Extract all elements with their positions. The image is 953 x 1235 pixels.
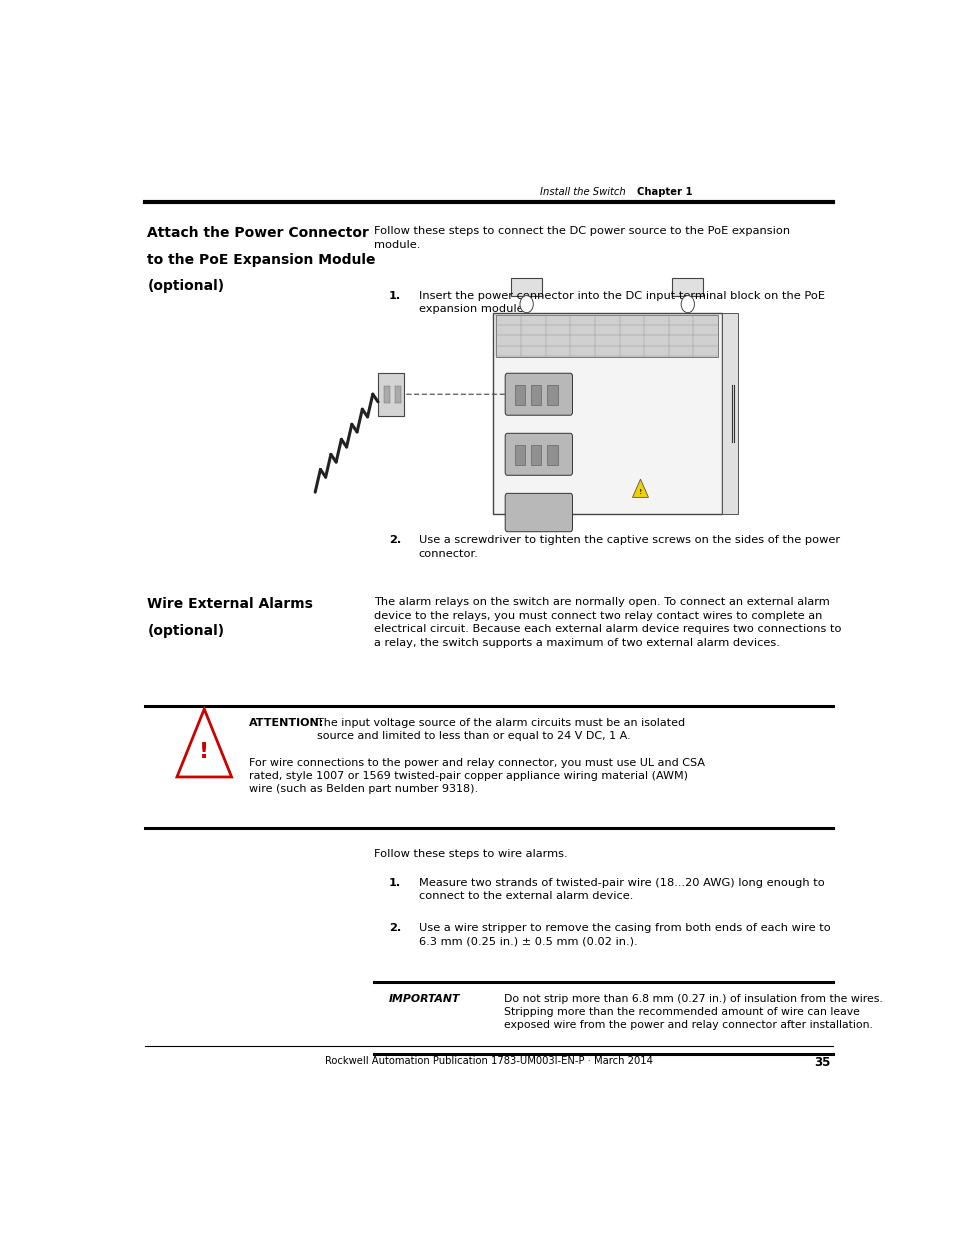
Bar (547, 446, 558, 466)
Text: Use a screwdriver to tighten the captive screws on the sides of the power
connec: Use a screwdriver to tighten the captive… (418, 535, 839, 558)
Bar (383, 385, 390, 403)
Bar (515, 446, 524, 466)
Text: The input voltage source of the alarm circuits must be an isolated
source and li: The input voltage source of the alarm ci… (316, 718, 684, 741)
Text: Chapter 1: Chapter 1 (637, 186, 692, 196)
Polygon shape (632, 479, 648, 498)
Bar (511, 278, 541, 295)
Text: For wire connections to the power and relay connector, you must use UL and CSA
r: For wire connections to the power and re… (249, 758, 704, 794)
Bar (531, 446, 541, 466)
Text: IMPORTANT: IMPORTANT (389, 994, 460, 1004)
Text: Follow these steps to connect the DC power source to the PoE expansion
module.: Follow these steps to connect the DC pow… (374, 226, 790, 249)
Text: (optional): (optional) (147, 624, 224, 637)
Text: to the PoE Expansion Module: to the PoE Expansion Module (147, 253, 375, 267)
Text: 1.: 1. (389, 878, 401, 888)
Polygon shape (176, 709, 232, 777)
Bar (721, 312, 738, 514)
Text: !: ! (639, 489, 641, 495)
Bar (547, 385, 558, 405)
Text: !: ! (199, 742, 209, 762)
Text: Follow these steps to wire alarms.: Follow these steps to wire alarms. (374, 848, 567, 860)
Bar (672, 278, 702, 295)
Text: 2.: 2. (389, 535, 401, 545)
Text: 2.: 2. (389, 924, 401, 934)
Text: ATTENTION:: ATTENTION: (249, 718, 324, 727)
Circle shape (519, 295, 533, 312)
Text: Rockwell Automation Publication 1783-UM003I-EN-P · March 2014: Rockwell Automation Publication 1783-UM0… (325, 1056, 652, 1066)
Bar (496, 315, 718, 357)
Circle shape (680, 295, 694, 312)
Text: Install the Switch: Install the Switch (539, 186, 625, 196)
Bar (492, 312, 721, 514)
Text: Wire External Alarms: Wire External Alarms (147, 597, 313, 611)
Bar (515, 385, 524, 405)
Bar (395, 385, 400, 403)
FancyBboxPatch shape (505, 493, 572, 532)
FancyBboxPatch shape (505, 433, 572, 475)
FancyBboxPatch shape (505, 373, 572, 415)
Text: Measure two strands of twisted-pair wire (18...20 AWG) long enough to
connect to: Measure two strands of twisted-pair wire… (418, 878, 823, 902)
Text: Attach the Power Connector: Attach the Power Connector (147, 226, 369, 240)
Text: 1.: 1. (389, 291, 401, 301)
Text: (optional): (optional) (147, 279, 224, 294)
Text: Do not strip more than 6.8 mm (0.27 in.) of insulation from the wires.
Stripping: Do not strip more than 6.8 mm (0.27 in.)… (503, 994, 882, 1030)
Text: 35: 35 (813, 1056, 830, 1070)
Text: The alarm relays on the switch are normally open. To connect an external alarm
d: The alarm relays on the switch are norma… (374, 597, 841, 648)
Text: Use a wire stripper to remove the casing from both ends of each wire to
6.3 mm (: Use a wire stripper to remove the casing… (418, 924, 829, 947)
Bar (531, 385, 541, 405)
Bar (377, 373, 403, 416)
Text: Insert the power connector into the DC input terminal block on the PoE
expansion: Insert the power connector into the DC i… (418, 291, 823, 315)
